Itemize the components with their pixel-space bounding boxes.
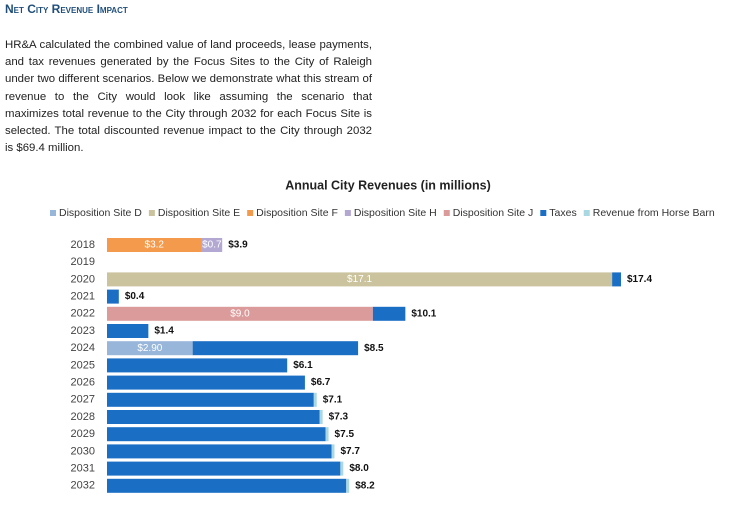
bar-segment: [201, 238, 223, 252]
total-label: $1.4: [154, 326, 174, 337]
y-tick-label: 2022: [71, 308, 95, 320]
bar-segment: [372, 306, 406, 321]
y-tick-label: 2030: [71, 445, 95, 457]
body-text: HR&A calculated the combined value of la…: [5, 39, 372, 155]
segment-label: $9.0: [230, 308, 250, 319]
legend-swatch: [583, 210, 590, 216]
chart-title: Annual City Revenues (in millions): [285, 178, 491, 192]
legend-swatch: [50, 210, 56, 216]
bar-segment: [107, 392, 314, 407]
y-tick-label: 2026: [71, 377, 95, 389]
chart: Annual City Revenues (in millions) Dispo…: [50, 178, 715, 493]
legend-label: Taxes: [549, 207, 576, 219]
y-tick-label: 2021: [71, 291, 95, 303]
bar-segment: [107, 410, 320, 424]
total-label: $7.1: [323, 394, 343, 405]
bar-segment: [107, 289, 119, 304]
total-label: $6.1: [293, 360, 313, 371]
legend-label: Disposition Site H: [354, 207, 437, 219]
total-label: $8.5: [364, 343, 384, 354]
total-label: $7.5: [335, 429, 355, 440]
bar-segment: [319, 410, 323, 424]
segment-label: $2.90: [137, 343, 162, 354]
y-tick-label: 2032: [71, 480, 95, 492]
bar-segment: [107, 358, 288, 373]
legend-label: Disposition Site D: [59, 207, 142, 219]
bar-segment: [107, 444, 332, 459]
segment-label: $0.7: [202, 240, 222, 251]
segment-label: $17.1: [347, 274, 372, 285]
y-tick-label: 2029: [71, 428, 95, 440]
legend-label: Disposition Site E: [158, 207, 240, 219]
legend-swatch: [540, 210, 547, 216]
total-label: $7.3: [329, 412, 349, 423]
y-tick-label: 2027: [71, 394, 95, 406]
heading: Net City Revenue Impact: [5, 2, 128, 16]
segment-label: $3.2: [145, 240, 165, 251]
bar-segment: [107, 461, 341, 476]
bar-segment: [107, 272, 613, 287]
bar-segment: [107, 238, 202, 252]
y-tick-label: 2031: [71, 463, 95, 475]
bar-segment: [325, 427, 329, 442]
bar-segment: [331, 444, 335, 459]
legend-swatch: [344, 210, 351, 216]
bar-segment: [340, 461, 344, 476]
bar-segment: [346, 478, 350, 493]
y-tick-label: 2019: [71, 256, 95, 268]
bar-segment: [612, 272, 621, 287]
legend-label: Revenue from Horse Barn: [593, 207, 715, 219]
total-label: $8.0: [349, 463, 369, 474]
y-tick-label: 2018: [71, 239, 95, 251]
bar-segment: [192, 341, 359, 356]
total-label: $7.7: [340, 446, 360, 457]
total-label: $17.4: [627, 274, 652, 285]
legend-swatch: [443, 210, 450, 216]
total-label: $0.4: [125, 291, 145, 302]
legend-label: Disposition Site F: [256, 207, 338, 219]
bar-segment: [313, 392, 317, 407]
legend-swatch: [148, 210, 155, 216]
bar-segment: [107, 375, 305, 390]
legend-label: Disposition Site J: [453, 207, 534, 219]
bar-segment: [107, 324, 149, 338]
y-tick-label: 2023: [71, 325, 95, 337]
y-tick-label: 2024: [71, 342, 95, 354]
total-label: $3.9: [228, 240, 248, 251]
y-tick-label: 2028: [71, 411, 95, 423]
total-label: $6.7: [311, 377, 331, 388]
bar-segment: [107, 306, 373, 321]
total-label: $10.1: [411, 308, 436, 319]
bar-segment: [107, 427, 326, 442]
y-tick-label: 2025: [71, 359, 95, 371]
bar-segment: [107, 341, 193, 356]
legend-swatch: [247, 210, 254, 216]
bar-segment: [107, 478, 347, 493]
y-tick-label: 2020: [71, 273, 95, 285]
total-label: $8.2: [355, 480, 375, 491]
